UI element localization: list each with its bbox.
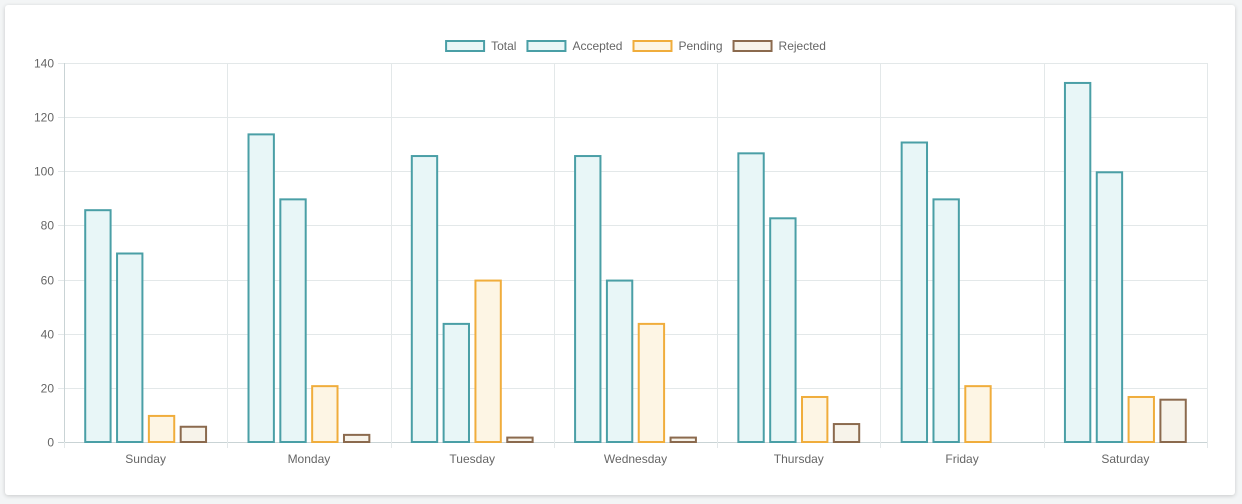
x-tick-label: Sunday xyxy=(125,452,166,466)
x-tick-label: Thursday xyxy=(774,452,824,466)
bar-total-saturday[interactable] xyxy=(1063,81,1092,443)
y-tick-label: 20 xyxy=(41,382,55,396)
bar-accepted-friday[interactable] xyxy=(932,198,960,443)
bar-accepted-wednesday[interactable] xyxy=(605,279,634,444)
axes: 0 20 40 60 80 100 120 140 Sunday Monday Tuesday Wed… xyxy=(34,57,1149,467)
y-tick-label: 60 xyxy=(41,274,55,288)
x-tick-label: Wednesday xyxy=(604,452,667,466)
y-tick-label: 140 xyxy=(34,57,54,71)
legend-swatch xyxy=(526,40,567,52)
legend-label: Accepted xyxy=(572,39,622,53)
bar-pending-tuesday[interactable] xyxy=(474,279,502,444)
bar-rejected-thursday[interactable] xyxy=(832,423,861,443)
bar-pending-wednesday[interactable] xyxy=(637,322,666,443)
bar-accepted-tuesday[interactable] xyxy=(442,322,470,443)
x-tick-label: Friday xyxy=(945,452,978,466)
y-tick-label: 40 xyxy=(41,328,55,342)
x-tick-label: Saturday xyxy=(1101,452,1149,466)
bar-chart: 0 20 40 60 80 100 120 140 Sunday Monday Tuesday Wed… xyxy=(34,39,1208,467)
bar-total-sunday[interactable] xyxy=(84,209,112,443)
bar-total-thursday[interactable] xyxy=(737,152,765,443)
bars xyxy=(84,81,1187,444)
y-tick-label: 100 xyxy=(34,165,54,179)
legend-label: Pending xyxy=(678,39,722,53)
x-tick-label: Tuesday xyxy=(449,452,495,466)
bar-total-wednesday[interactable] xyxy=(574,155,602,444)
bar-pending-thursday[interactable] xyxy=(801,395,829,444)
legend-item-accepted[interactable]: Accepted xyxy=(526,39,622,53)
y-tick-label: 120 xyxy=(34,111,54,125)
bar-total-friday[interactable] xyxy=(900,141,929,443)
bar-pending-saturday[interactable] xyxy=(1127,395,1155,444)
legend-item-pending[interactable]: Pending xyxy=(632,39,723,53)
bar-total-monday[interactable] xyxy=(247,133,275,443)
bar-pending-monday[interactable] xyxy=(311,385,339,443)
bar-total-tuesday[interactable] xyxy=(410,155,439,444)
y-tick-label: 0 xyxy=(47,436,54,450)
bar-accepted-saturday[interactable] xyxy=(1095,171,1124,444)
legend-item-rejected[interactable]: Rejected xyxy=(732,39,826,53)
legend-item-total[interactable]: Total xyxy=(445,39,516,53)
bar-accepted-monday[interactable] xyxy=(279,198,307,443)
bar-accepted-sunday[interactable] xyxy=(116,252,144,443)
legend-label: Total xyxy=(491,39,516,53)
bar-rejected-saturday[interactable] xyxy=(1159,398,1187,443)
x-tick-label: Monday xyxy=(288,452,331,466)
legend-swatch xyxy=(732,40,773,52)
bar-rejected-sunday[interactable] xyxy=(179,425,208,443)
legend-swatch xyxy=(632,40,673,52)
bar-accepted-thursday[interactable] xyxy=(769,217,797,443)
bar-pending-friday[interactable] xyxy=(964,385,992,443)
bar-rejected-wednesday[interactable] xyxy=(669,436,697,444)
y-tick-label: 80 xyxy=(41,219,55,233)
legend-swatch xyxy=(445,40,486,52)
legend[interactable]: Total Accepted Pending Rejected xyxy=(445,39,826,53)
bar-rejected-monday[interactable] xyxy=(342,433,371,443)
bar-rejected-tuesday[interactable] xyxy=(506,436,534,444)
legend-label: Rejected xyxy=(779,39,826,53)
chart-card: 0 20 40 60 80 100 120 140 Sunday Monday Tuesday Wed… xyxy=(5,5,1235,495)
bar-pending-sunday[interactable] xyxy=(147,414,176,443)
